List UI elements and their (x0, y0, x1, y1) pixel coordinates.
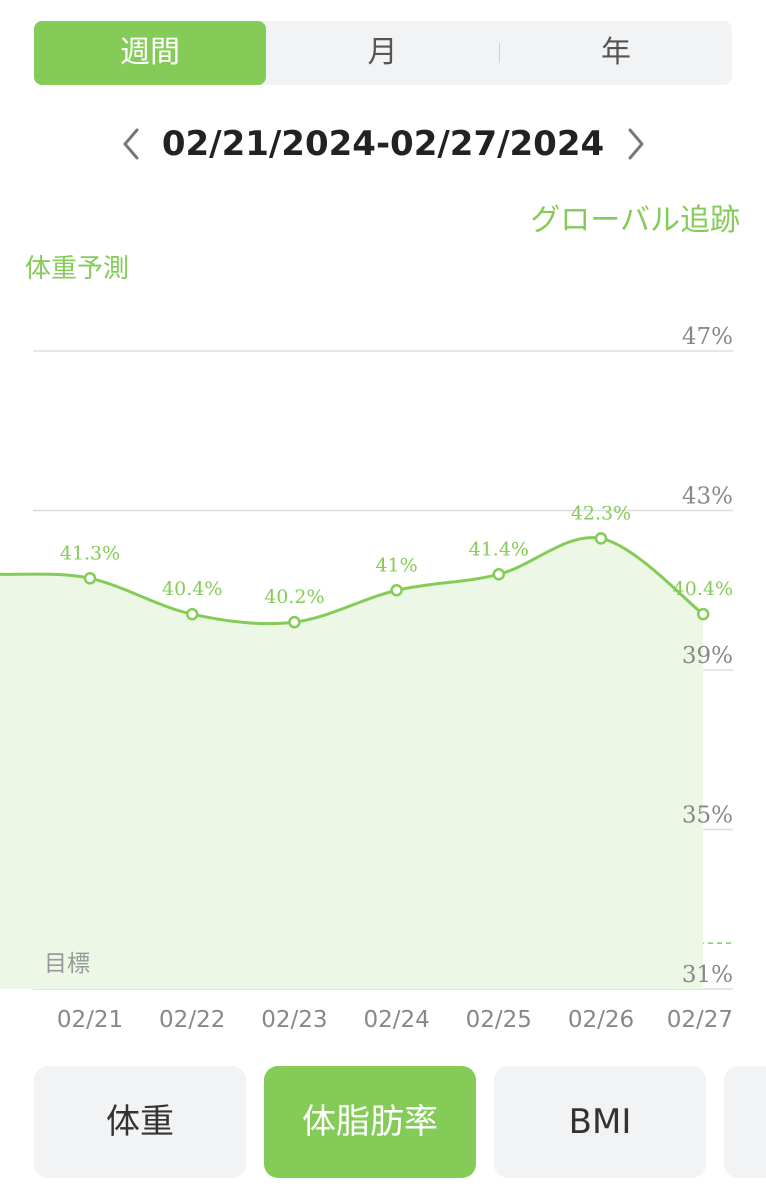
metric-weight-button[interactable]: 体重 (34, 1066, 246, 1178)
data-point (185, 607, 199, 621)
data-point (83, 572, 97, 585)
data-label: 41.4% (469, 538, 529, 560)
data-point (492, 568, 506, 581)
y-tick-label: 43% (682, 484, 733, 510)
chevron-right-icon (628, 128, 644, 160)
period-segmented-control: 週間 月 年 (34, 21, 732, 85)
x-tick-label: 02/25 (466, 1007, 532, 1033)
x-tick-label: 02/21 (57, 1007, 123, 1033)
x-tick-label: 02/23 (261, 1007, 327, 1033)
data-label: 41.3% (60, 542, 120, 564)
date-range-label: 02/21/2024-02/27/2024 (161, 124, 605, 164)
chart-area-fill (0, 537, 704, 989)
metric-body-fat-button[interactable]: 体脂肪率 (264, 1066, 476, 1178)
y-tick-label: 31% (682, 962, 733, 988)
data-point (288, 615, 301, 629)
data-label: 40.2% (264, 586, 324, 608)
data-label: 42.3% (571, 502, 631, 524)
previous-period-button[interactable] (117, 124, 147, 164)
data-point (594, 532, 608, 545)
tab-year[interactable]: 年 (601, 35, 631, 70)
data-point (390, 584, 403, 597)
data-label: 41% (375, 554, 417, 576)
next-period-button[interactable] (620, 124, 650, 164)
tab-divider (499, 43, 500, 63)
data-label: 40.4% (162, 578, 222, 600)
chart-title: 体重予測 (25, 254, 130, 284)
x-tick-label: 02/26 (568, 1007, 634, 1033)
x-tick-label: 02/24 (363, 1007, 429, 1033)
y-tick-label: 35% (682, 803, 733, 829)
data-label: 40.4% (673, 578, 733, 600)
y-tick-label: 47% (682, 324, 733, 350)
chevron-left-icon (123, 128, 139, 160)
tab-week[interactable]: 週間 (34, 21, 266, 85)
tab-month[interactable]: 月 (367, 35, 398, 70)
data-point (696, 607, 710, 621)
global-tracking-link[interactable]: グローバル追跡 (530, 203, 740, 238)
target-label: 目標 (44, 951, 90, 977)
metric-more-button[interactable] (724, 1066, 766, 1178)
x-tick-label: 02/22 (159, 1007, 225, 1033)
body-fat-chart: 47% 43% 39% 35% 31% 目標 41.3% 40.4% 40.2% 41% 41.4%… (0, 324, 733, 1033)
y-tick-label: 39% (682, 643, 733, 669)
x-tick-label: 02/27 (667, 1007, 733, 1033)
metric-bmi-button[interactable]: BMI (494, 1066, 706, 1178)
